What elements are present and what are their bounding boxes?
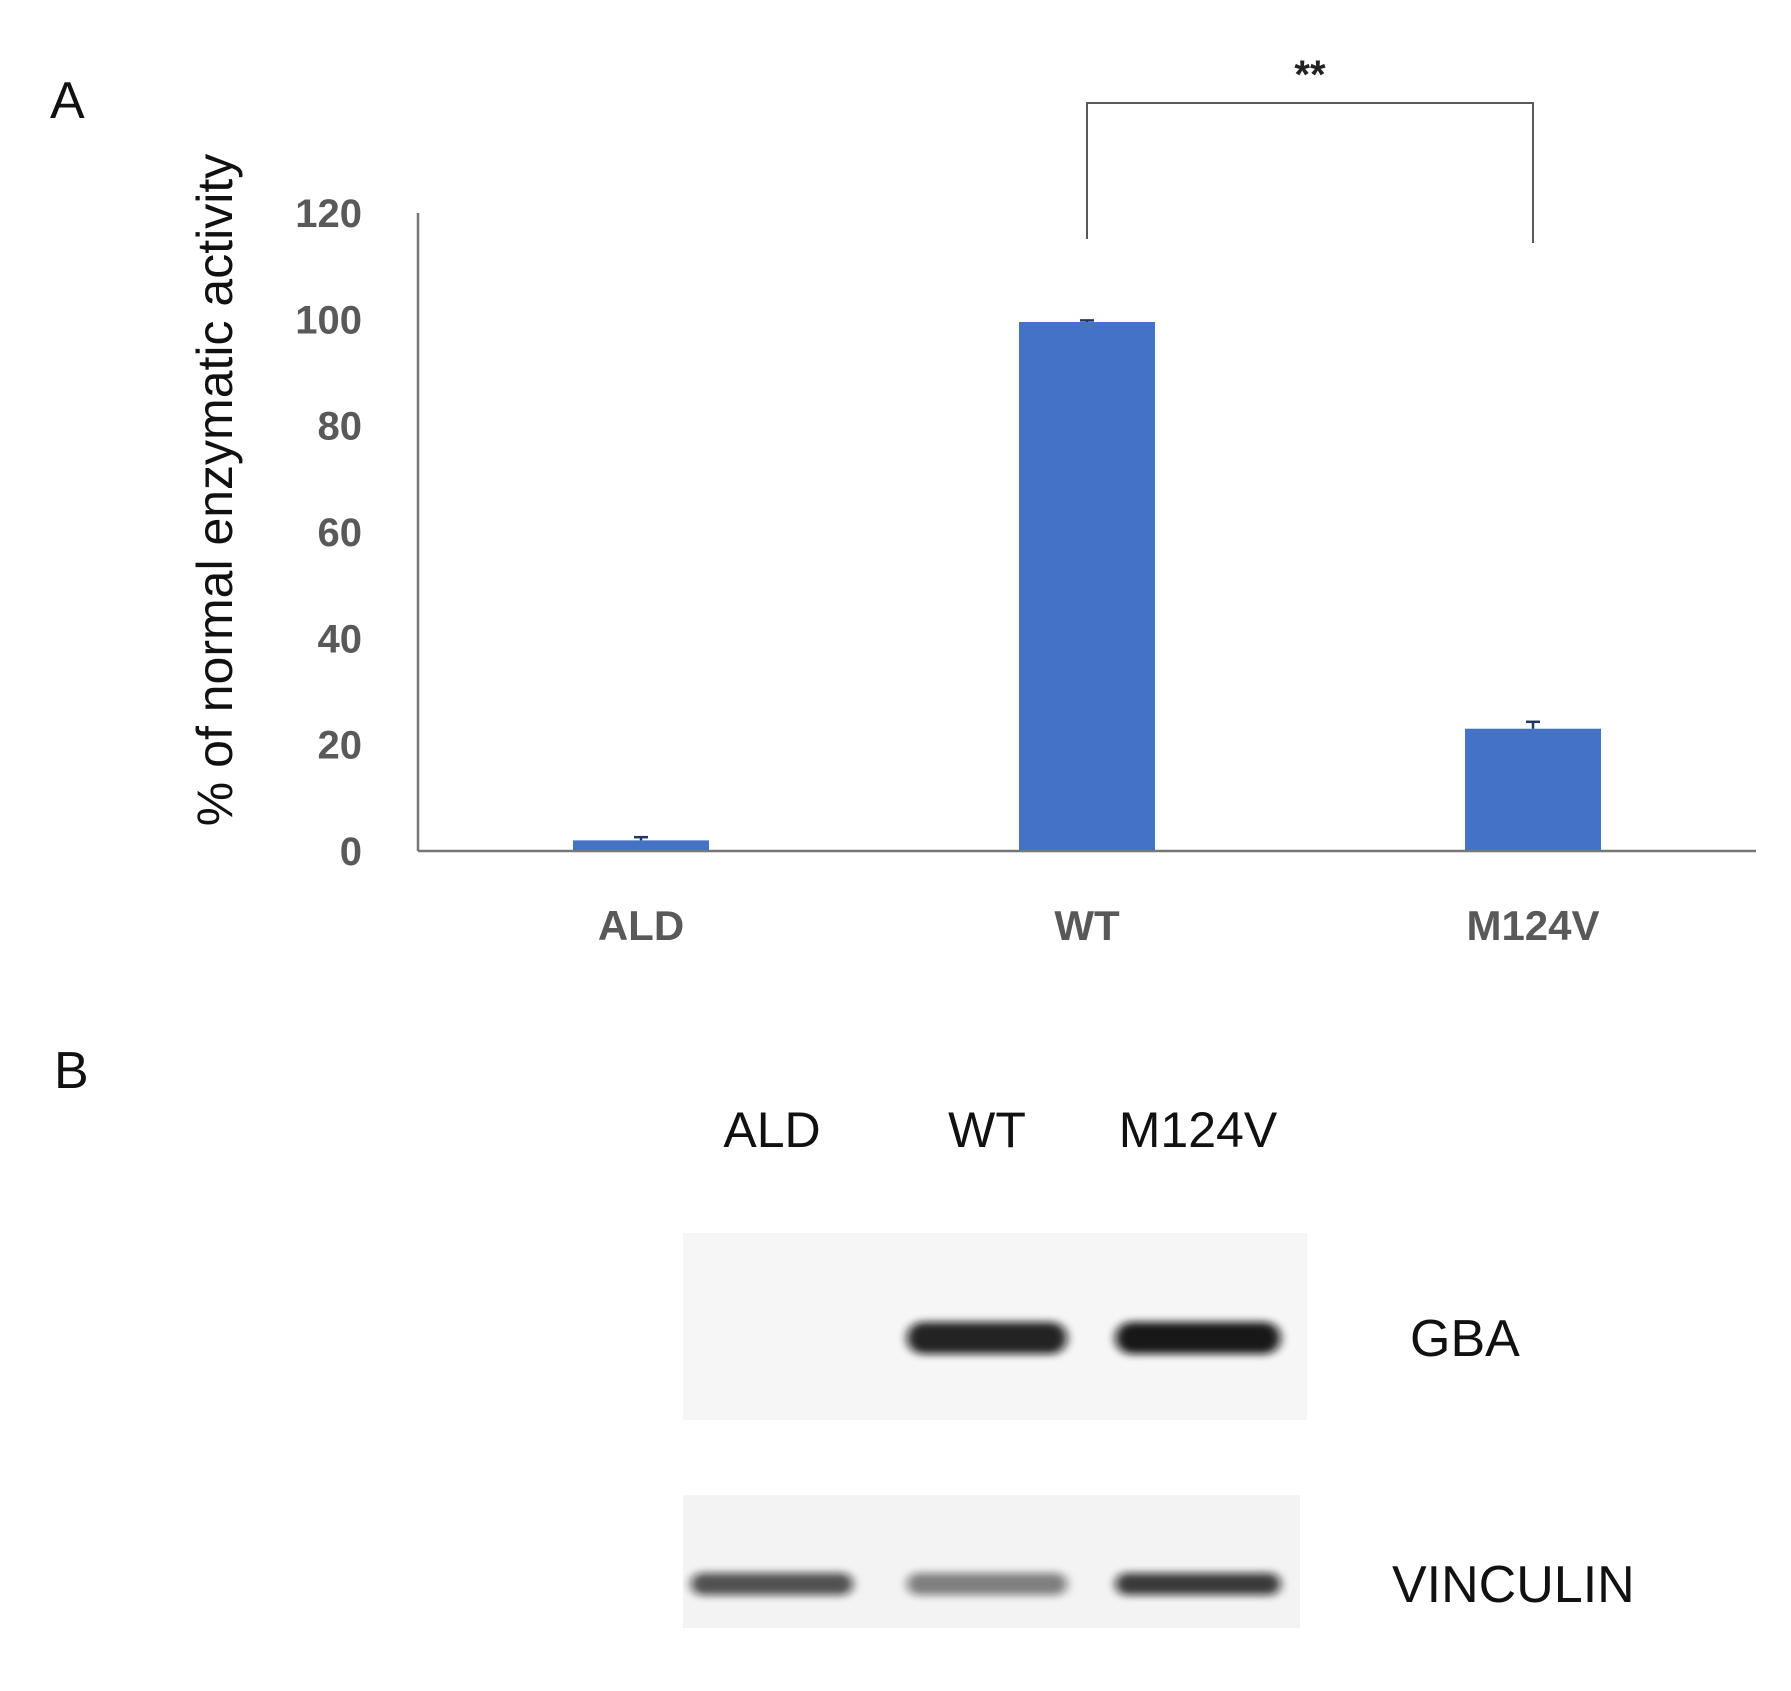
bar-m124v	[1465, 728, 1601, 851]
significance-bracket	[1086, 102, 1534, 243]
y-tick-label: 80	[318, 405, 363, 449]
x-tick-label: M124V	[1466, 902, 1599, 949]
y-tick-label: 20	[318, 724, 363, 768]
y-tick-label: 0	[340, 830, 362, 874]
y-tick-label: 60	[318, 511, 363, 555]
bar-ald	[573, 840, 709, 851]
blot-band-gba	[907, 1322, 1067, 1354]
bar-chart: 0 20 40 60 80 100 120 % of normal enzymatic act…	[187, 53, 1756, 949]
blot-band-vinculin	[1115, 1573, 1281, 1595]
x-tick-label: WT	[1054, 902, 1120, 949]
blot-band-vinculin	[691, 1573, 853, 1595]
panel-label-b: B	[54, 1042, 89, 1100]
bar-wt	[1019, 321, 1155, 851]
lane-label: M124V	[1119, 1102, 1278, 1158]
y-tick-label: 120	[295, 192, 362, 236]
blot-band-gba	[1115, 1322, 1281, 1354]
blot-row-label: GBA	[1410, 1310, 1520, 1368]
blot-row-label: VINCULIN	[1392, 1556, 1635, 1614]
significance-label: **	[1294, 53, 1326, 97]
panel-label-a: A	[50, 72, 85, 130]
lane-label: WT	[948, 1102, 1026, 1158]
x-tick-label: ALD	[598, 902, 684, 949]
lane-label: ALD	[723, 1102, 820, 1158]
blot-band-vinculin	[907, 1573, 1067, 1595]
western-blot: ALD WT M124V GBA VINCULIN	[683, 1102, 1635, 1628]
y-axis-title: % of normal enzymatic activity	[187, 154, 243, 826]
y-tick-label: 100	[295, 298, 362, 342]
y-tick-label: 40	[318, 617, 363, 661]
blot-background-vinculin	[683, 1495, 1300, 1628]
